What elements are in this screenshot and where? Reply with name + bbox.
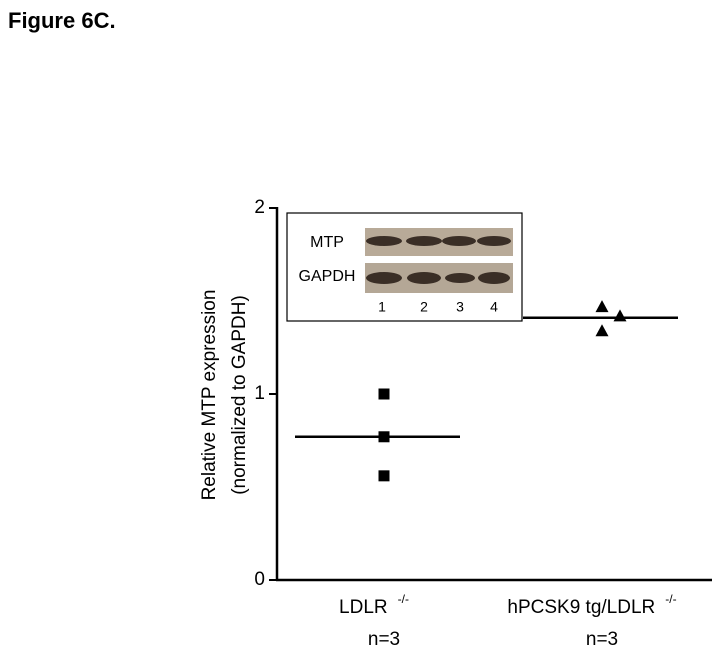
- blot-row-label: GAPDH: [299, 268, 356, 285]
- figure-title: Figure 6C.: [8, 8, 116, 33]
- category-label: hPCSK9 tg/LDLR: [507, 597, 655, 618]
- blot-lane-label: 1: [378, 299, 386, 315]
- n-label: n=3: [368, 629, 400, 650]
- y-tick-label: 1: [254, 383, 265, 404]
- blot-lane-label: 3: [456, 299, 464, 315]
- point: [378, 431, 390, 443]
- point: [595, 324, 609, 337]
- y-tick-label: 0: [254, 569, 265, 590]
- y-axis-label: Relative MTP expression: [199, 290, 220, 501]
- y-tick-label: 2: [254, 197, 265, 218]
- blot-lane-label: 4: [490, 299, 498, 315]
- point: [378, 470, 390, 482]
- category-superscript: -/-: [398, 592, 409, 606]
- category-superscript: -/-: [665, 592, 676, 606]
- x-tick-label: hPCSK9 tg/LDLR -/-: [507, 592, 676, 618]
- n-label: n=3: [586, 629, 618, 650]
- blot-lane-label: 2: [420, 299, 428, 315]
- y-axis-label: (normalized to GAPDH): [229, 295, 250, 495]
- point: [613, 309, 627, 322]
- blot-row-label: MTP: [310, 234, 344, 251]
- blot-bands: [366, 236, 511, 284]
- category-label: LDLR: [339, 597, 388, 618]
- point: [595, 300, 609, 313]
- inset-blot: [286, 212, 523, 322]
- point: [378, 388, 390, 400]
- x-tick-label: LDLR -/-: [339, 592, 409, 618]
